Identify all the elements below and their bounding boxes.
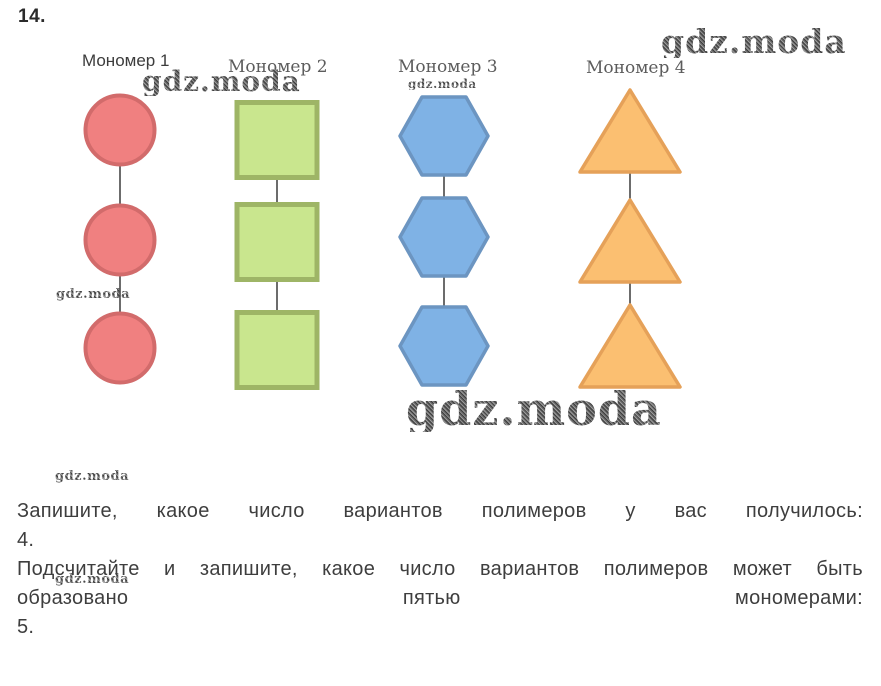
square-shape	[234, 310, 320, 390]
questions-block: Запишите, какое число вариантов полимеров у ва…	[17, 497, 863, 642]
question-1-answer: 4.	[17, 529, 35, 551]
word: Подсчитайте	[17, 558, 140, 580]
word: мономерами:	[735, 587, 863, 609]
watermark-gdz-moda: gdz.moda	[56, 287, 131, 302]
word: и	[164, 558, 176, 580]
square-shape	[234, 100, 320, 180]
question-2-line-1: Подсчитайте и запишите, какое число вариантов…	[17, 555, 863, 584]
hexagon-shape	[398, 95, 490, 177]
question-2-answer: 5.	[17, 616, 35, 638]
watermark-gdz-moda: gdz.moda	[408, 77, 477, 91]
circle-shape	[83, 311, 157, 385]
triangle-shape	[578, 303, 682, 389]
question-1-line-1: Запишите, какое число вариантов полимеров у ва…	[17, 497, 863, 526]
hexagon-shape	[398, 305, 490, 387]
word: у	[625, 500, 636, 522]
watermark-gdz-moda: gdz.moda	[661, 22, 847, 61]
word: число	[248, 500, 305, 522]
triangle-shape	[578, 88, 682, 174]
question-2-line-2: образовано пятью мономерами:	[17, 584, 863, 613]
watermark-gdz-moda: gdz.moda	[55, 572, 130, 587]
word: получилось:	[745, 500, 863, 522]
word: число	[399, 558, 456, 580]
word: полимеров	[481, 500, 587, 522]
word: вариантов	[479, 558, 580, 580]
watermark-gdz-moda: gdz.moda	[55, 469, 130, 484]
triangle-shape	[578, 198, 682, 284]
monomer-4-label: Мономер 4	[586, 58, 686, 78]
word: какое	[156, 500, 210, 522]
monomer-chains-svg	[83, 88, 682, 390]
word: какое	[322, 558, 376, 580]
watermark-gdz-moda: gdz.moda	[406, 382, 662, 436]
watermark-gdz-moda: gdz.moda	[142, 65, 301, 98]
word: полимеров	[603, 558, 709, 580]
word: пятью	[402, 587, 461, 609]
monomer-2-label: Мономер 2	[228, 57, 328, 77]
circle-shape	[83, 93, 157, 167]
square-shape	[234, 202, 320, 282]
word: может	[732, 558, 793, 580]
task-number: 14.	[18, 6, 46, 27]
circle-shape	[83, 203, 157, 277]
hexagon-shape	[398, 196, 490, 278]
word: запишите,	[199, 558, 298, 580]
word: вариантов	[343, 500, 443, 522]
word: быть	[816, 558, 863, 580]
monomer-1-label: Мономер 1	[82, 51, 170, 70]
word: Запишите,	[17, 500, 118, 522]
word: вас	[674, 500, 707, 522]
monomer-3-label: Мономер 3	[398, 57, 498, 77]
word: образовано	[17, 587, 129, 609]
